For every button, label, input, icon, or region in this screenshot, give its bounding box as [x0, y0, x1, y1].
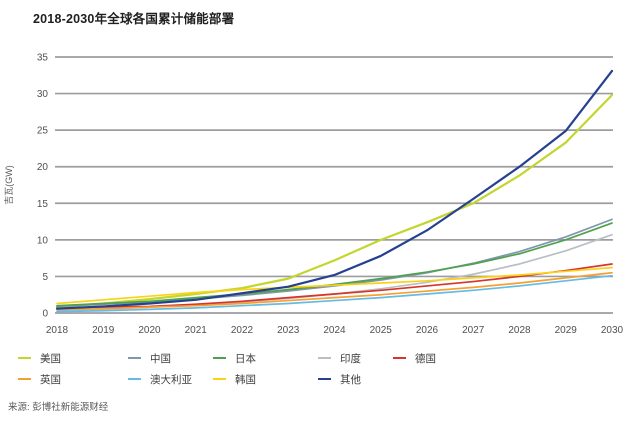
legend-label: 中国 — [150, 352, 171, 365]
legend-swatch — [318, 357, 331, 359]
legend-item-日本: 日本 — [213, 351, 318, 365]
legend-label: 美国 — [40, 352, 61, 365]
series-line-美国 — [55, 93, 614, 309]
legend-label: 韩国 — [235, 373, 256, 386]
x-tick-label: 2030 — [601, 325, 624, 336]
legend-item-韩国: 韩国 — [213, 372, 318, 386]
legend-item-印度: 印度 — [318, 351, 393, 365]
legend-label: 澳大利亚 — [150, 373, 192, 386]
x-tick-label: 2026 — [416, 325, 439, 336]
legend-swatch — [213, 357, 226, 359]
y-tick-label: 35 — [37, 53, 49, 64]
legend-item-中国: 中国 — [128, 351, 213, 365]
legend-item-德国: 德国 — [393, 351, 640, 365]
x-tick-label: 2022 — [231, 325, 254, 336]
legend-swatch — [18, 357, 31, 359]
y-tick-label: 10 — [37, 235, 49, 246]
y-tick-label: 5 — [42, 272, 48, 283]
x-tick-label: 2018 — [46, 325, 69, 336]
legend-item-澳大利亚: 澳大利亚 — [128, 372, 213, 386]
legend-swatch — [128, 378, 141, 380]
x-tick-label: 2025 — [370, 325, 393, 336]
legend-swatch — [318, 378, 331, 380]
legend-label: 英国 — [40, 373, 61, 386]
x-tick-label: 2023 — [277, 325, 300, 336]
legend-swatch — [18, 378, 31, 380]
x-tick-label: 2029 — [555, 325, 578, 336]
y-tick-label: 20 — [37, 162, 49, 173]
series-line-澳大利亚 — [56, 274, 613, 313]
legend-label: 德国 — [415, 352, 436, 365]
y-tick-label: 30 — [37, 89, 49, 100]
x-tick-label: 2019 — [92, 325, 115, 336]
y-tick-label: 0 — [42, 309, 48, 320]
x-tick-label: 2027 — [462, 325, 485, 336]
legend-swatch — [128, 357, 141, 359]
y-tick-label: 15 — [37, 199, 49, 210]
y-tick-label: 25 — [37, 126, 49, 137]
legend-swatch — [213, 378, 226, 380]
chart-legend: 美国 中国 日本 印度 德国英国 澳大利亚 韩国 其他 — [0, 351, 640, 386]
legend-item-英国: 英国 — [18, 372, 128, 386]
x-tick-label: 2020 — [138, 325, 161, 336]
x-tick-label: 2028 — [508, 325, 531, 336]
legend-label: 印度 — [340, 352, 361, 365]
series-line-其他 — [55, 69, 614, 310]
legend-item-其他: 其他 — [318, 372, 393, 386]
series-line-英国 — [56, 271, 613, 311]
source-note: 来源: 彭博社新能源财经 — [8, 402, 109, 413]
legend-label: 日本 — [235, 352, 256, 365]
x-tick-label: 2021 — [185, 325, 208, 336]
series-line-韩国 — [56, 266, 613, 305]
x-tick-label: 2024 — [323, 325, 346, 336]
y-axis-label: 吉瓦(GW) — [4, 165, 14, 205]
chart-title: 2018-2030年全球各国累计储能部署 — [33, 12, 235, 26]
legend-label: 其他 — [340, 373, 361, 386]
legend-swatch — [393, 357, 406, 359]
legend-item-美国: 美国 — [18, 351, 128, 365]
